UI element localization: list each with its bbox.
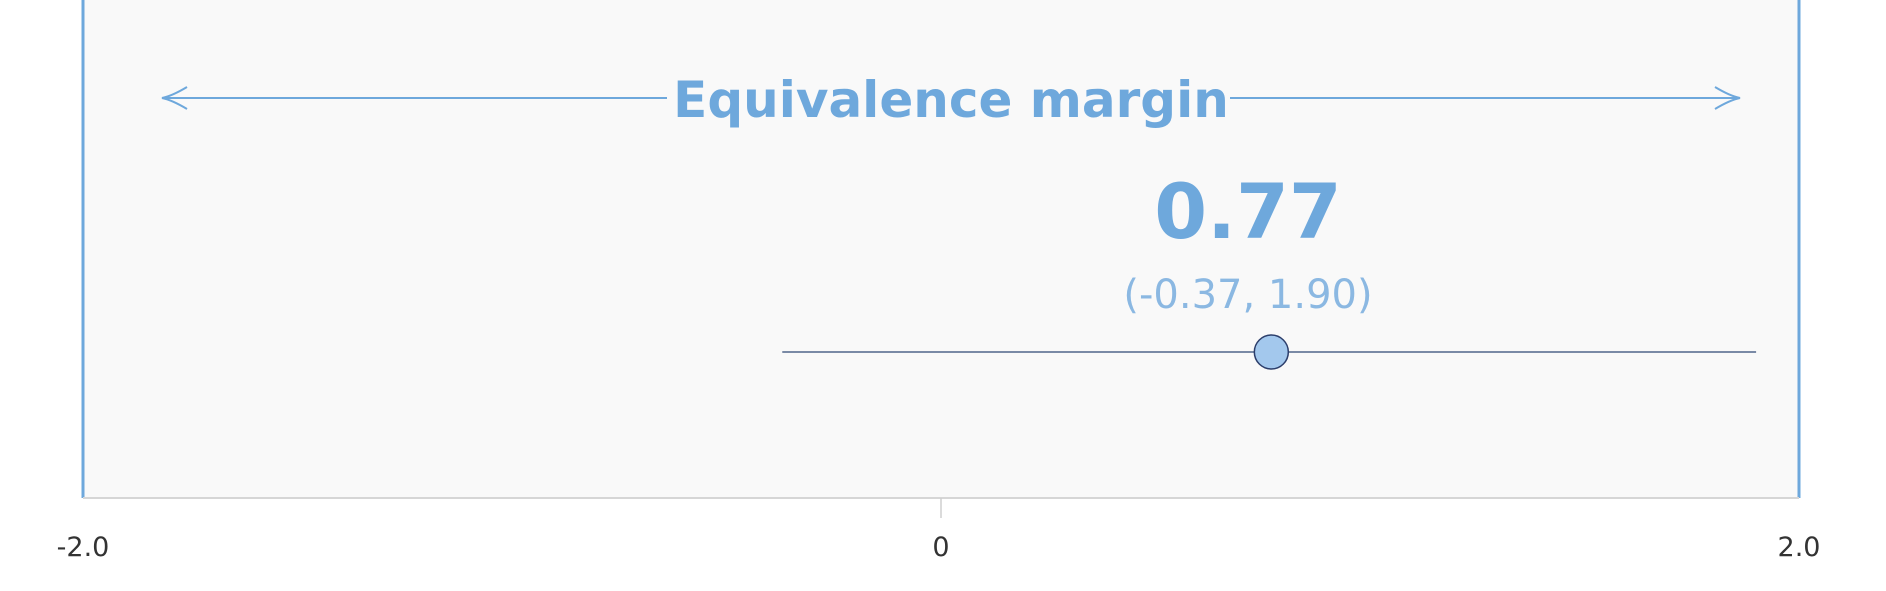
ci-label: (-0.37, 1.90) (1123, 272, 1372, 318)
estimate-point (1253, 334, 1290, 370)
equivalence-region (83, 0, 1799, 498)
left-arrowhead-icon (161, 86, 188, 110)
x-axis-ticks: -2.0 0 2.0 (57, 498, 1821, 563)
right-arrowhead-icon (1714, 86, 1741, 110)
estimate-label: 0.77 (1154, 167, 1342, 256)
x-tick-label: 0 (932, 532, 949, 563)
x-tick-label: -2.0 (57, 532, 110, 563)
margin-header: Equivalence margin (161, 71, 1741, 129)
margin-title: Equivalence margin (673, 71, 1229, 129)
x-tick-label: 2.0 (1778, 532, 1821, 563)
